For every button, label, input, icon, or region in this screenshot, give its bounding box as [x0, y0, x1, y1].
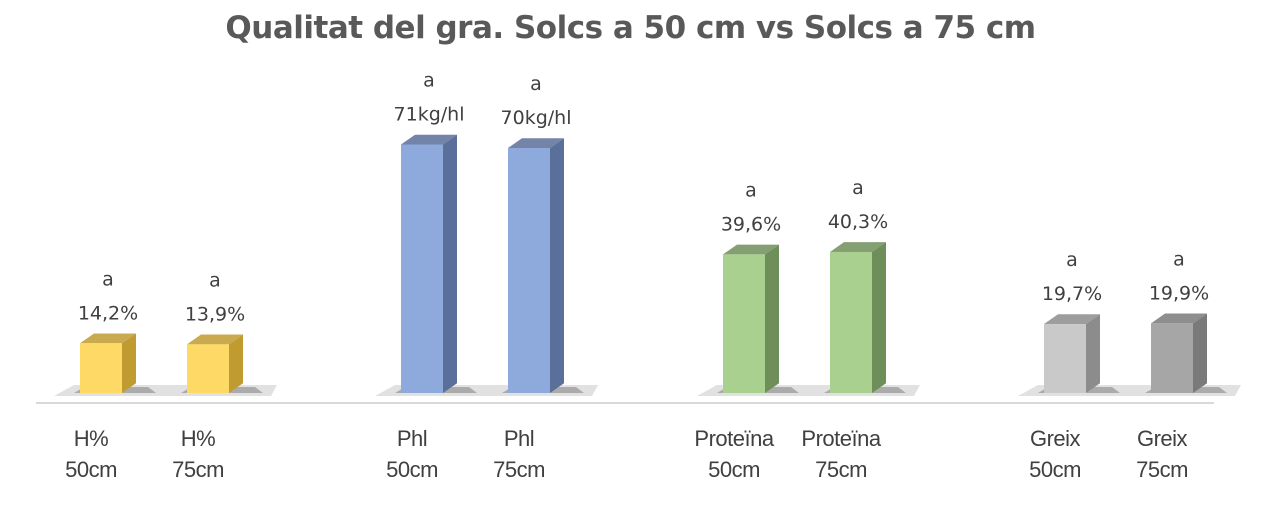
category-label-4-0: Proteïna	[694, 426, 774, 451]
bar-side-1	[229, 334, 243, 393]
data-label-2: 71kg/hl	[394, 104, 465, 126]
bar-top-2	[401, 134, 457, 145]
bar-top-7	[1151, 313, 1207, 324]
bar-side-4	[765, 244, 779, 393]
data-label-0: 14,2%	[78, 302, 138, 324]
category-label-6-1: 50cm	[1029, 457, 1081, 482]
chart-title: Qualitat del gra. Solcs a 50 cm vs Solcs…	[225, 10, 1036, 46]
data-label-1: 13,9%	[185, 303, 245, 325]
category-label-3-0: Phl	[504, 426, 534, 451]
category-label-0-1: 50cm	[65, 457, 117, 482]
significance-label-1: a	[209, 269, 221, 291]
significance-label-2: a	[423, 70, 435, 92]
category-label-2-0: Phl	[397, 426, 427, 451]
bar-6	[1044, 324, 1086, 393]
data-label-4: 39,6%	[721, 213, 781, 235]
bar-7	[1151, 323, 1193, 393]
data-label-6: 19,7%	[1042, 283, 1102, 305]
data-label-5: 40,3%	[828, 211, 888, 233]
bar-side-7	[1193, 313, 1207, 393]
category-label-1-0: H%	[181, 426, 215, 451]
significance-label-0: a	[102, 268, 114, 290]
category-label-7-0: Greix	[1137, 426, 1188, 451]
bar-top-6	[1044, 314, 1100, 325]
bar-4	[723, 254, 765, 393]
bar-top-0	[80, 333, 136, 344]
significance-label-4: a	[745, 179, 757, 201]
bar-3	[508, 148, 550, 393]
bar-side-6	[1086, 314, 1100, 393]
category-label-4-1: 50cm	[708, 457, 760, 482]
significance-label-3: a	[530, 73, 542, 95]
data-label-7: 19,9%	[1149, 282, 1209, 304]
category-label-6-0: Greix	[1030, 426, 1081, 451]
category-label-3-1: 75cm	[493, 457, 545, 482]
category-label-1-1: 75cm	[172, 457, 224, 482]
bar-side-5	[872, 242, 886, 393]
bar-0	[80, 343, 122, 393]
category-label-7-1: 75cm	[1136, 457, 1188, 482]
bar-side-2	[443, 134, 457, 393]
bar-side-0	[122, 333, 136, 393]
bar-top-5	[830, 242, 886, 252]
category-label-5-0: Proteïna	[801, 426, 881, 451]
category-label-2-1: 50cm	[386, 457, 438, 482]
significance-label-6: a	[1066, 249, 1078, 271]
bar-2	[401, 144, 443, 393]
significance-label-5: a	[852, 177, 864, 199]
bar-5	[830, 251, 872, 393]
category-label-5-1: 75cm	[815, 457, 867, 482]
data-label-3: 70kg/hl	[501, 107, 572, 129]
significance-label-7: a	[1173, 248, 1185, 270]
bar-top-3	[508, 138, 564, 148]
bar-top-1	[187, 334, 243, 345]
category-label-0-0: H%	[74, 426, 108, 451]
bar-1	[187, 344, 229, 393]
bar-top-4	[723, 244, 779, 255]
bar-side-3	[550, 138, 564, 393]
